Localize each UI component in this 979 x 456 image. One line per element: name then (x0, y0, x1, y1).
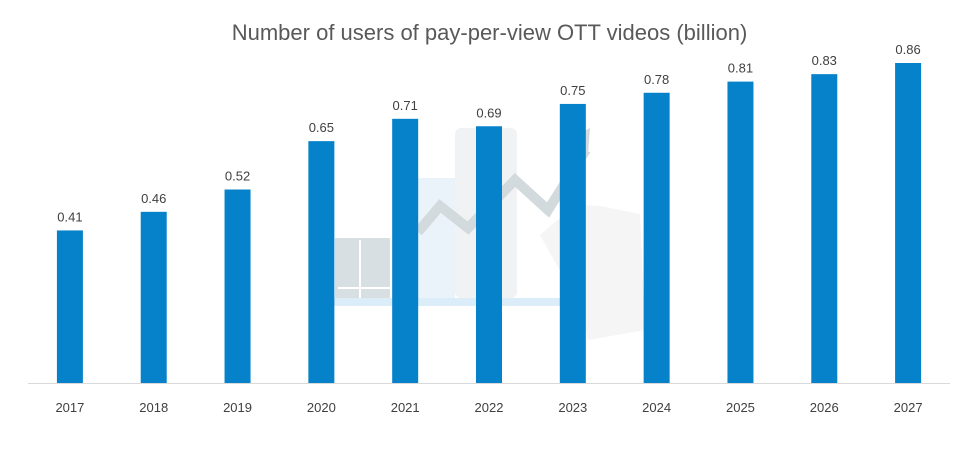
x-tick-label-2019: 2019 (223, 400, 252, 415)
value-label-2023: 0.75 (560, 83, 585, 98)
value-label-2021: 0.71 (393, 98, 418, 113)
x-tick-label-2022: 2022 (475, 400, 504, 415)
value-label-2027: 0.86 (895, 42, 920, 57)
x-tick-label-2017: 2017 (55, 400, 84, 415)
bar-2019 (224, 189, 251, 383)
bar-2022 (476, 126, 502, 384)
bar-2027 (895, 63, 922, 383)
bar-2017 (56, 230, 83, 383)
bar-2020 (308, 141, 335, 383)
bar-2018 (140, 211, 167, 383)
x-tick-label-2020: 2020 (307, 400, 336, 415)
value-label-2020: 0.65 (309, 120, 334, 135)
x-tick-label-2024: 2024 (642, 400, 671, 415)
value-label-2025: 0.81 (728, 61, 753, 76)
value-label-2024: 0.78 (644, 72, 669, 87)
bar-2025 (727, 81, 754, 384)
bar-2023 (559, 103, 586, 383)
value-label-2019: 0.52 (225, 169, 250, 184)
value-label-2018: 0.46 (141, 191, 166, 206)
x-tick-label-2027: 2027 (894, 400, 923, 415)
x-tick-label-2026: 2026 (810, 400, 839, 415)
x-tick-label-2018: 2018 (139, 400, 168, 415)
bar-2021 (392, 118, 419, 383)
value-label-2017: 0.41 (57, 209, 82, 224)
x-tick-label-2025: 2025 (726, 400, 755, 415)
value-label-2026: 0.83 (812, 53, 837, 68)
value-label-2022: 0.69 (476, 105, 501, 120)
bar-2024 (643, 92, 670, 383)
x-tick-label-2021: 2021 (391, 400, 420, 415)
chart-title: Number of users of pay-per-view OTT vide… (231, 20, 748, 45)
bar-2026 (811, 74, 838, 384)
x-tick-label-2023: 2023 (558, 400, 587, 415)
